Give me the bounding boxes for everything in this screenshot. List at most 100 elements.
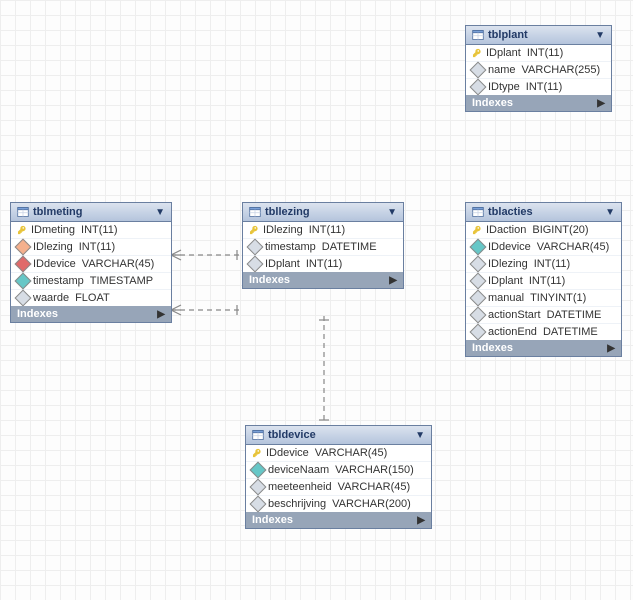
columns-list: IDplant INT(11)name VARCHAR(255)IDtype I… [466,45,611,95]
column-row[interactable]: deviceNaam VARCHAR(150) [246,462,431,479]
column-type: INT(11) [529,275,565,287]
column-row[interactable]: waarde FLOAT [11,290,171,306]
column-type: BIGINT(20) [532,224,588,236]
key-icon [249,225,259,235]
column-type: VARCHAR(200) [332,498,411,510]
column-row[interactable]: IDlezing INT(11) [243,222,403,239]
column-row[interactable]: IDdevice VARCHAR(45) [466,239,621,256]
table-tbllezing[interactable]: tbllezing▼IDlezing INT(11)timestamp DATE… [242,202,404,289]
column-name: IDdevice [488,241,531,253]
indexes-label: Indexes [472,342,513,354]
column-type: TIMESTAMP [90,275,153,287]
table-icon [249,206,261,218]
column-name: IDlezing [33,241,73,253]
table-header[interactable]: tbldevice ▼ [246,426,431,445]
column-row[interactable]: IDlezing INT(11) [11,239,171,256]
diamond-icon [470,290,487,307]
indexes-label: Indexes [17,308,58,320]
table-header[interactable]: tblplant▼ [466,26,611,45]
table-icon [472,29,484,41]
indexes-label: Indexes [472,97,513,109]
collapse-icon[interactable]: ▼ [605,207,615,218]
column-row[interactable]: manual TINYINT(1) [466,290,621,307]
column-row[interactable]: actionStart DATETIME [466,307,621,324]
column-type: INT(11) [81,224,117,236]
column-name: waarde [33,292,69,304]
column-row[interactable]: name VARCHAR(255) [466,62,611,79]
table-header[interactable]: tblacties▼ [466,203,621,222]
diamond-icon [470,307,487,324]
column-type: VARCHAR(45) [537,241,610,253]
diamond-icon [470,273,487,290]
table-tblacties[interactable]: tblacties▼IDaction BIGINT(20)IDdevice VA… [465,202,622,357]
table-title: tbllezing [265,206,310,218]
column-row[interactable]: IDaction BIGINT(20) [466,222,621,239]
diamond-icon [15,290,32,307]
diamond-icon [250,462,267,479]
diamond-icon [250,496,267,513]
column-type: INT(11) [527,47,563,59]
table-icon [252,429,264,441]
column-type: INT(11) [79,241,115,253]
column-row[interactable]: IDmeting INT(11) [11,222,171,239]
column-row[interactable]: IDplant INT(11) [243,256,403,272]
column-row[interactable]: timestamp TIMESTAMP [11,273,171,290]
column-row[interactable]: meeteenheid VARCHAR(45) [246,479,431,496]
column-name: name [488,64,516,76]
indexes-label: Indexes [252,514,293,526]
column-name: manual [488,292,524,304]
indexes-section[interactable]: Indexes ▶ [466,95,611,111]
column-row[interactable]: actionEnd DATETIME [466,324,621,340]
diamond-icon [250,479,267,496]
diamond-icon [15,256,32,273]
indexes-section[interactable]: Indexes ▶ [246,512,431,528]
table-title: tblmeting [33,206,83,218]
columns-list: IDmeting INT(11)IDlezing INT(11)IDdevice… [11,222,171,306]
collapse-icon[interactable]: ▼ [415,430,425,441]
key-icon [472,225,482,235]
column-row[interactable]: IDlezing INT(11) [466,256,621,273]
collapse-icon[interactable]: ▼ [155,207,165,218]
column-row[interactable]: IDdevice VARCHAR(45) [246,445,431,462]
table-tbldevice[interactable]: tbldevice ▼ IDdevice VARCHAR(45)deviceNaam… [245,425,432,529]
column-type: TINYINT(1) [530,292,586,304]
column-type: DATETIME [547,309,602,321]
column-type: VARCHAR(255) [522,64,601,76]
expand-icon[interactable]: ▶ [157,309,165,320]
table-tblmeting[interactable]: tblmeting▼IDmeting INT(11)IDlezing INT(1… [10,202,172,323]
column-name: IDlezing [263,224,303,236]
er-canvas: tblmeting▼IDmeting INT(11)IDlezing INT(1… [0,0,633,600]
column-name: IDdevice [33,258,76,270]
table-header[interactable]: tblmeting ▼ [11,203,171,222]
key-icon [472,48,482,58]
table-title: tbldevice [268,429,316,441]
diamond-icon [247,239,264,256]
indexes-section[interactable]: Indexes ▶ [11,306,171,322]
expand-icon[interactable]: ▶ [607,343,615,354]
expand-icon[interactable]: ▶ [597,98,605,109]
table-header[interactable]: tbllezing ▼ [243,203,403,222]
collapse-icon[interactable]: ▼ [595,30,605,41]
collapse-icon[interactable]: ▼ [387,207,397,218]
column-type: VARCHAR(45) [315,447,388,459]
indexes-section[interactable]: Indexes ▶ [243,272,403,288]
diamond-icon [247,256,264,273]
column-type: DATETIME [322,241,377,253]
column-row[interactable]: IDplant INT(11) [466,45,611,62]
table-tblplant[interactable]: tblplant▼IDplant INT(11)name VARCHAR(255… [465,25,612,112]
indexes-label: Indexes [249,274,290,286]
expand-icon[interactable]: ▶ [389,275,397,286]
column-name: timestamp [265,241,316,253]
indexes-section[interactable]: Indexes ▶ [466,340,621,356]
column-type: VARCHAR(45) [338,481,411,493]
column-row[interactable]: IDdevice VARCHAR(45) [11,256,171,273]
column-name: IDplant [488,275,523,287]
expand-icon[interactable]: ▶ [417,515,425,526]
column-row[interactable]: IDplant INT(11) [466,273,621,290]
column-row[interactable]: timestamp DATETIME [243,239,403,256]
column-type: VARCHAR(150) [335,464,414,476]
column-row[interactable]: beschrijving VARCHAR(200) [246,496,431,512]
column-row[interactable]: IDtype INT(11) [466,79,611,95]
columns-list: IDdevice VARCHAR(45)deviceNaam VARCHAR(1… [246,445,431,512]
table-icon [472,206,484,218]
